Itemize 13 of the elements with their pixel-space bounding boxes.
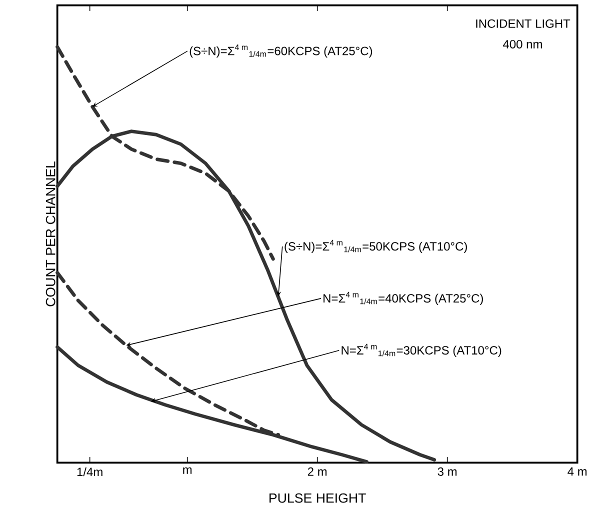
y-axis-title: COUNT PER CHANNEL [46,161,56,306]
x-axis-title: PULSE HEIGHT [270,493,366,503]
x-tick-label: 4 m [568,467,587,476]
x-tick-label: 2 m [308,467,327,476]
annotation: 400 nm [502,40,542,48]
annotation: (S÷N)=Σ$^{4 m}$$_{1/4m}$=60KCPS (AT25°C) [190,44,372,58]
x-tick-label: m [183,467,192,474]
annotation: (S÷N)=Σ$^{4 m}$$_{1/4m}$=50KCPS (AT10°C) [284,240,467,254]
x-tick-label: 3 m [438,467,457,476]
annotation: N=Σ$^{4 m}$$_{1/4m}$=40KCPS (AT25°C) [324,292,483,305]
text: INCIDENT LIGHT [476,19,570,28]
annotation: N=Σ$^{4 m}$$_{1/4m}$=30KCPS (AT10°C) [342,344,502,357]
x-tick-label: 1/4m [77,467,102,476]
